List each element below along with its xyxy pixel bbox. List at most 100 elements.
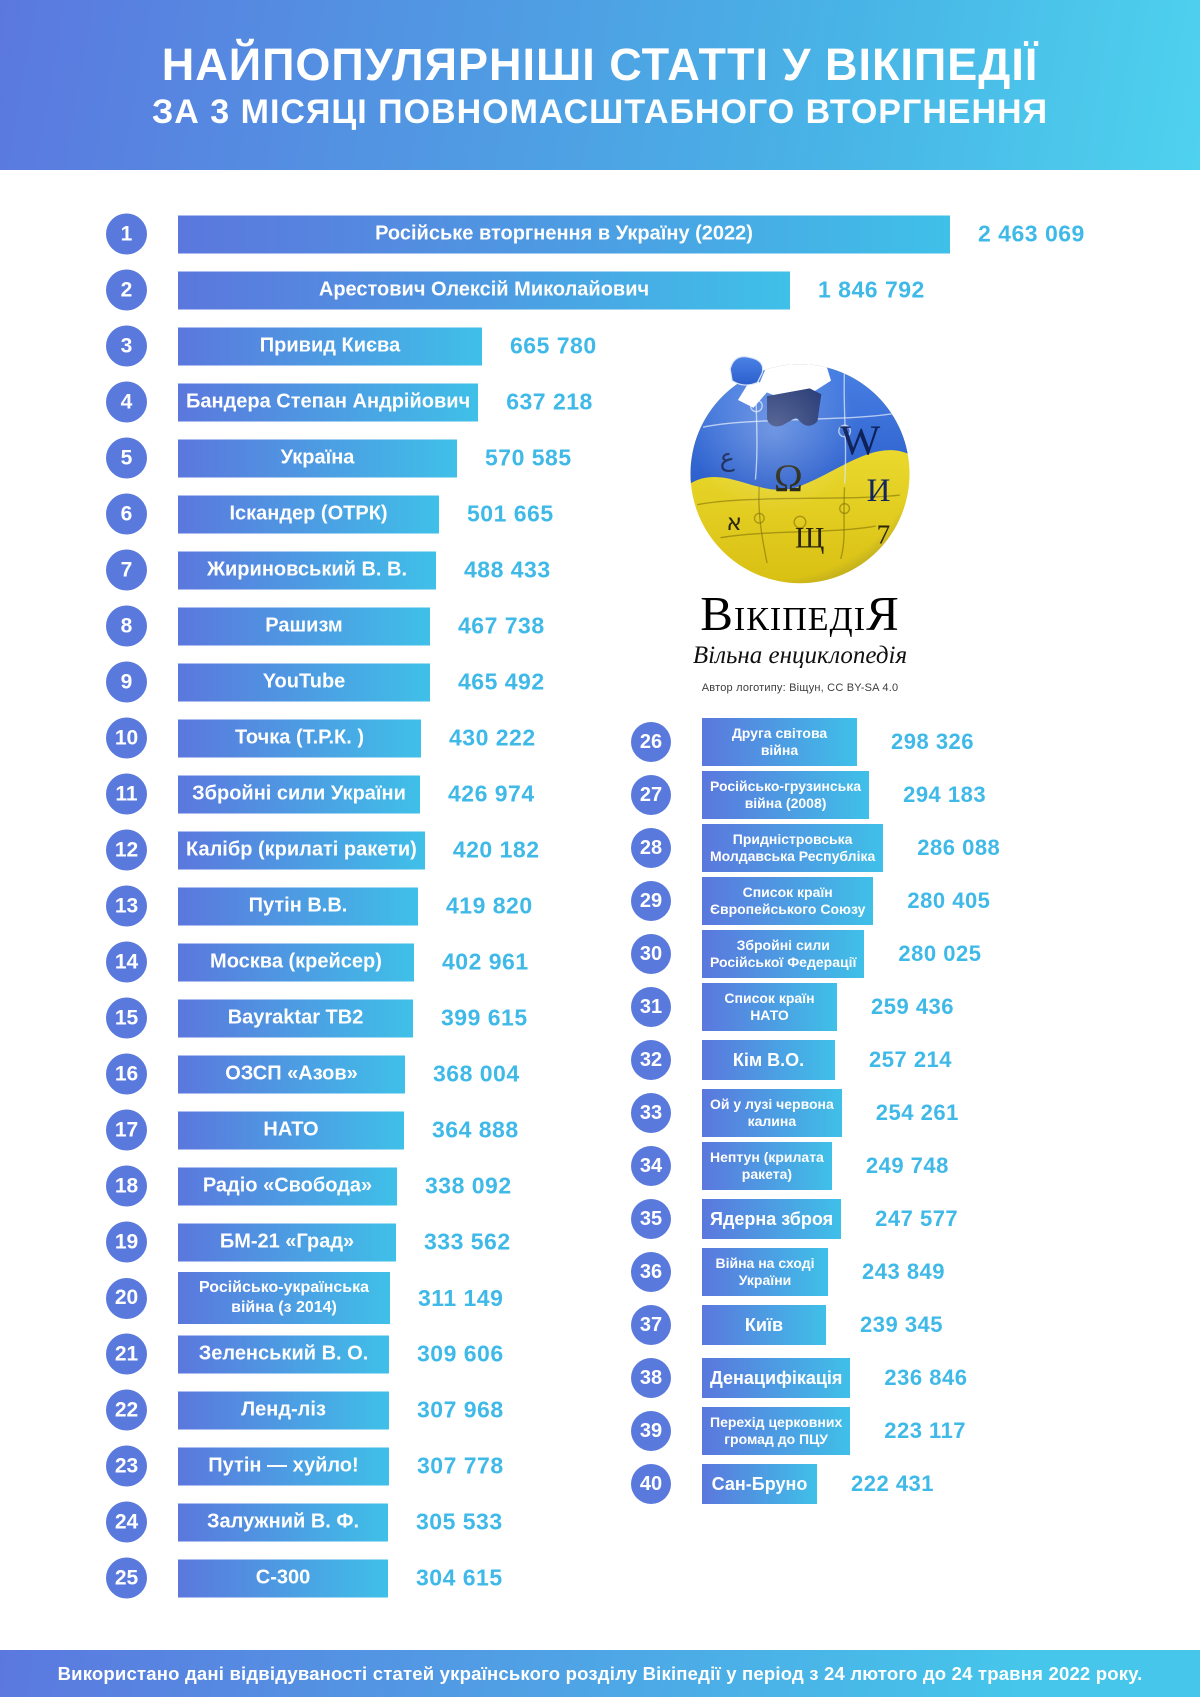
chart-row: 14 Москва (крейсер) 402 961 <box>106 941 529 983</box>
chart-row: 12 Калібр (крилаті ракети) 420 182 <box>106 829 539 871</box>
rank-badge: 38 <box>631 1358 671 1398</box>
rank-badge: 7 <box>106 549 147 591</box>
chart-row: 7 Жириновський В. В. 488 433 <box>106 549 551 591</box>
rank-badge: 40 <box>631 1464 671 1504</box>
chart-row: 10 Точка (Т.Р.К. ) 430 222 <box>106 717 536 759</box>
rank-badge: 28 <box>631 828 671 868</box>
rank-badge: 6 <box>106 493 147 535</box>
chart-row: 24 Залужний В. Ф. 305 533 <box>106 1501 503 1543</box>
chart-row: 15 Bayraktar TB2 399 615 <box>106 997 528 1039</box>
chart-row: 16 ОЗСП «Азов» 368 004 <box>106 1053 520 1095</box>
article-bar: Київ <box>702 1305 826 1345</box>
article-bar: Ленд-ліз <box>178 1391 389 1429</box>
article-bar: Bayraktar TB2 <box>178 999 413 1037</box>
article-bar-label: Друга світова війна <box>731 724 828 759</box>
chart-row: 20 Російсько-українська війна (з 2014) 311… <box>106 1272 503 1324</box>
rank-badge: 5 <box>106 437 147 479</box>
chart-row: 9 YouTube 465 492 <box>106 661 545 703</box>
chart-row: 30 Збройні сили Російської Федерації 280 0… <box>631 930 981 978</box>
article-bar-label: Нептун (крилата ракета) <box>710 1148 824 1183</box>
article-bar: Зеленський В. О. <box>178 1335 389 1373</box>
views-value: 419 820 <box>446 892 533 919</box>
views-value: 307 968 <box>417 1396 504 1423</box>
article-bar: ОЗСП «Азов» <box>178 1055 405 1093</box>
rank-badge: 17 <box>106 1109 147 1151</box>
chart-row: 28 Придністровська Молдавська Республіка 2… <box>631 824 1000 872</box>
chart-row: 33 Ой у лузі червона калина 254 261 <box>631 1089 959 1137</box>
article-bar-label: Російсько-українська війна (з 2014) <box>198 1279 370 1316</box>
rank-badge: 29 <box>631 881 671 921</box>
article-bar-label: Збройні сили України <box>192 782 406 805</box>
rank-badge: 30 <box>631 934 671 974</box>
chart-row: 27 Російсько-грузинська війна (2008) 294 1… <box>631 771 986 819</box>
rank-badge: 18 <box>106 1165 147 1207</box>
chart-row: 3 Привид Києва 665 780 <box>106 325 597 367</box>
article-bar: Денацифікація <box>702 1358 851 1398</box>
chart-row: 35 Ядерна зброя 247 577 <box>631 1199 958 1239</box>
rank-badge: 15 <box>106 997 147 1039</box>
article-bar: Російське вторгнення в Україну (2022) <box>178 215 950 253</box>
article-bar-label: Список країн НАТО <box>724 989 815 1024</box>
wikipedia-globe-logo: W И Ω ع א Щ 7 <box>690 356 910 584</box>
views-value: 249 748 <box>865 1153 949 1178</box>
views-value: 2 463 069 <box>978 220 1085 247</box>
views-value: 665 780 <box>510 332 597 359</box>
article-bar-label: ОЗСП «Азов» <box>225 1062 358 1085</box>
views-value: 223 117 <box>884 1418 967 1443</box>
chart-row: 21 Зеленський В. О. 309 606 <box>106 1333 504 1375</box>
footer-note-band: Використано дані відвідуваності статей у… <box>0 1650 1200 1697</box>
views-value: 307 778 <box>417 1452 504 1479</box>
article-bar-label: Перехід церковних громад до ПЦУ <box>710 1413 843 1448</box>
article-bar-label: Кім В.О. <box>732 1049 805 1070</box>
views-value: 257 214 <box>869 1047 953 1072</box>
article-bar-label: Бандера Степан Андрійович <box>186 390 471 413</box>
rank-badge: 3 <box>106 325 147 367</box>
views-value: 426 974 <box>448 780 535 807</box>
globe-sphere: W И Ω ع א Щ 7 <box>690 364 910 584</box>
article-bar-label: Іскандер (ОТРК) <box>229 502 388 525</box>
rank-badge: 10 <box>106 717 147 759</box>
rank-badge: 23 <box>106 1445 147 1487</box>
rank-badge: 16 <box>106 1053 147 1095</box>
views-value: 465 492 <box>458 668 545 695</box>
article-bar-label: Зеленський В. О. <box>198 1342 369 1365</box>
article-bar: Сан-Бруно <box>702 1464 817 1504</box>
article-bar-label: Bayraktar TB2 <box>227 1006 364 1029</box>
article-bar: Жириновський В. В. <box>178 551 436 589</box>
views-value: 239 345 <box>860 1312 944 1337</box>
article-bar-label: YouTube <box>262 670 346 693</box>
article-bar: Залужний В. Ф. <box>178 1503 388 1541</box>
article-bar-label: НАТО <box>263 1118 319 1141</box>
article-bar: Список країн НАТО <box>702 983 837 1031</box>
views-value: 311 149 <box>418 1284 504 1311</box>
chart-row: 34 Нептун (крилата ракета) 249 748 <box>631 1142 949 1190</box>
article-bar: Точка (Т.Р.К. ) <box>178 719 421 757</box>
views-value: 236 846 <box>884 1365 968 1390</box>
article-bar: Список країн Європейського Союзу <box>702 877 874 925</box>
chart-row: 23 Путін — хуйло! 307 778 <box>106 1445 504 1487</box>
chart-row: 5 Україна 570 585 <box>106 437 572 479</box>
rank-badge: 14 <box>106 941 147 983</box>
chart-row: 8 Рашизм 467 738 <box>106 605 545 647</box>
article-bar-label: Війна на сході України <box>715 1254 815 1289</box>
chart-row: 17 НАТО 364 888 <box>106 1109 519 1151</box>
article-bar-label: Російське вторгнення в Україну (2022) <box>375 222 753 245</box>
views-value: 280 025 <box>898 941 982 966</box>
chart-row: 38 Денацифікація 236 846 <box>631 1358 967 1398</box>
article-bar: Путін В.В. <box>178 887 418 925</box>
article-bar: Арестович Олексій Миколайович <box>178 271 790 309</box>
rank-badge: 37 <box>631 1305 671 1345</box>
article-bar: Російсько-грузинська війна (2008) <box>702 771 870 819</box>
rank-badge: 33 <box>631 1093 671 1133</box>
rank-badge: 9 <box>106 661 147 703</box>
views-value: 368 004 <box>433 1060 520 1087</box>
article-bar: БМ-21 «Град» <box>178 1223 396 1261</box>
article-bar: Україна <box>178 439 457 477</box>
chart-row: 13 Путін В.В. 419 820 <box>106 885 533 927</box>
header-banner: НАЙПОПУЛЯРНІШІ СТАТТІ У ВІКІПЕДІЇ ЗА 3 М… <box>0 0 1200 170</box>
rank-badge: 22 <box>106 1389 147 1431</box>
rank-badge: 8 <box>106 605 147 647</box>
article-bar: Кім В.О. <box>702 1040 835 1080</box>
views-value: 259 436 <box>871 994 955 1019</box>
views-value: 338 092 <box>425 1172 512 1199</box>
